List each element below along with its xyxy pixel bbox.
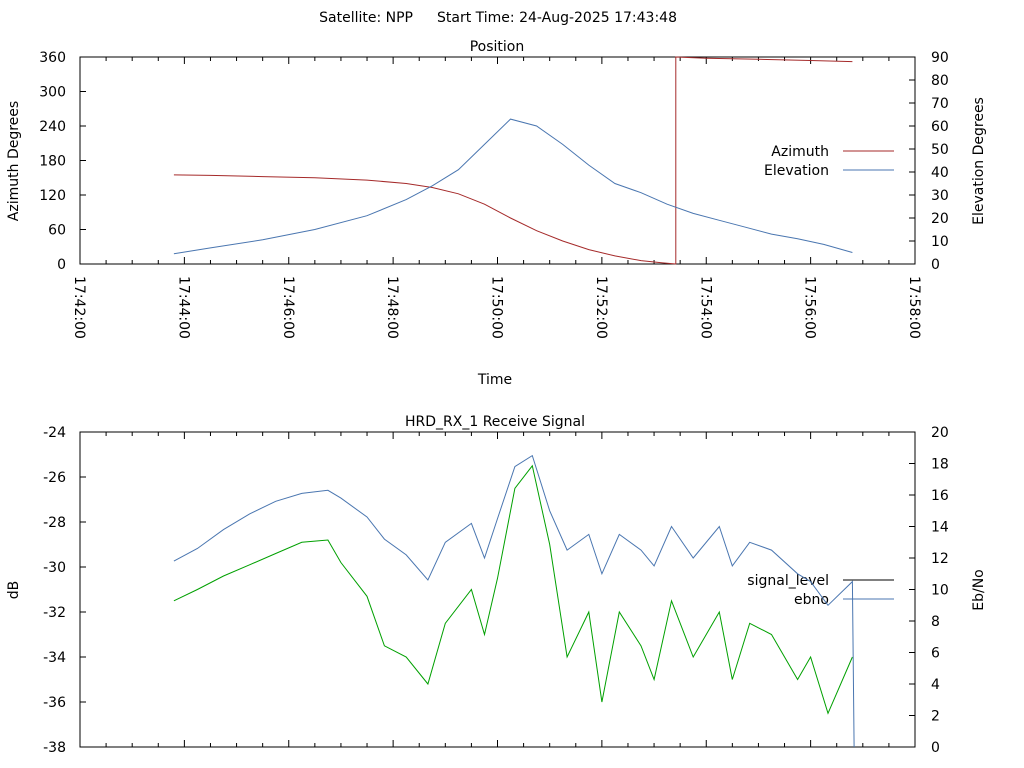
- position-x-tick-label: 17:48:00: [384, 276, 400, 339]
- position-series-azimuth-line: [173, 56, 853, 265]
- signal-y-tick-label: -28: [43, 515, 66, 531]
- position-y-tick-label: 180: [39, 154, 66, 170]
- legend-azimuth-label: Azimuth: [771, 144, 829, 160]
- signal-series-signal-level-line: [173, 464, 853, 715]
- signal-y2-tick-label: 20: [931, 425, 949, 441]
- position-y-tick-label: 360: [39, 50, 66, 66]
- position-x-tick-label: 17:58:00: [906, 276, 922, 339]
- position-plot-frame: [79, 56, 916, 265]
- position-chart-title: Position: [470, 39, 525, 55]
- position-x-tick-label: 17:42:00: [71, 276, 87, 339]
- signal-y2-tick-label: 6: [931, 646, 940, 662]
- position-y-tick-label: 0: [57, 257, 66, 273]
- signal-y2-tick-label: 4: [931, 677, 940, 693]
- position-y2-tick-label: 30: [931, 188, 949, 204]
- position-x-tick-label: 17:56:00: [802, 276, 818, 339]
- signal-y-axis-label: dB: [6, 581, 22, 600]
- signal-y2-tick-label: 10: [931, 583, 949, 599]
- signal-y-tick-label: -30: [43, 560, 66, 576]
- position-y-tick-label: 240: [39, 119, 66, 135]
- signal-y-tick-label: -24: [43, 425, 66, 441]
- position-y2-tick-label: 40: [931, 165, 949, 181]
- position-y2-tick-label: 60: [931, 119, 949, 135]
- signal-y-tick-label: -26: [43, 470, 66, 486]
- legend-signal-level-label: signal_level: [747, 573, 829, 589]
- signal-y2-axis-label: Eb/No: [971, 569, 987, 611]
- position-y2-axis-label: Elevation Degrees: [971, 97, 987, 225]
- signal-y-tick-label: -32: [43, 605, 66, 621]
- legend-elevation-label: Elevation: [764, 163, 829, 179]
- legend-ebno-label: ebno: [794, 592, 829, 608]
- position-y-tick-label: 300: [39, 85, 66, 101]
- signal-y-tick-label: -34: [43, 650, 66, 666]
- position-y2-tick-label: 80: [931, 73, 949, 89]
- signal-y2-tick-label: 12: [931, 551, 949, 567]
- signal-y2-tick-label: 16: [931, 488, 949, 504]
- position-x-tick-label: 17:54:00: [697, 276, 713, 339]
- position-y2-tick-label: 70: [931, 96, 949, 112]
- signal-plot-frame: [79, 431, 916, 748]
- signal-y2-tick-label: 8: [931, 614, 940, 630]
- signal-series-ebno-line: [173, 454, 855, 748]
- position-y2-tick-label: 0: [931, 257, 940, 273]
- position-y2-tick-label: 20: [931, 211, 949, 227]
- position-x-tick-label: 17:44:00: [175, 276, 191, 339]
- position-y-axis-label: Azimuth Degrees: [6, 101, 22, 221]
- signal-y2-tick-label: 2: [931, 709, 940, 725]
- signal-y-tick-label: -38: [43, 740, 66, 756]
- position-series-elevation-line: [173, 118, 853, 255]
- signal-chart-title: HRD_RX_1 Receive Signal: [405, 414, 585, 430]
- satellite-label: Satellite: NPP: [319, 10, 413, 26]
- position-x-tick-label: 17:52:00: [593, 276, 609, 339]
- position-x-tick-label: 17:46:00: [280, 276, 296, 339]
- position-y2-tick-label: 10: [931, 234, 949, 250]
- position-x-tick-label: 17:50:00: [489, 276, 505, 339]
- signal-y2-tick-label: 18: [931, 457, 949, 473]
- signal-y2-tick-label: 0: [931, 740, 940, 756]
- position-y2-tick-label: 90: [931, 50, 949, 66]
- signal-y-tick-label: -36: [43, 695, 66, 711]
- signal-y2-tick-label: 14: [931, 520, 949, 536]
- position-y-tick-label: 120: [39, 188, 66, 204]
- position-y-tick-label: 60: [48, 223, 66, 239]
- position-x-axis-label: Time: [477, 372, 512, 388]
- start-time-label: Start Time: 24-Aug-2025 17:43:48: [437, 10, 677, 26]
- position-y2-tick-label: 50: [931, 142, 949, 158]
